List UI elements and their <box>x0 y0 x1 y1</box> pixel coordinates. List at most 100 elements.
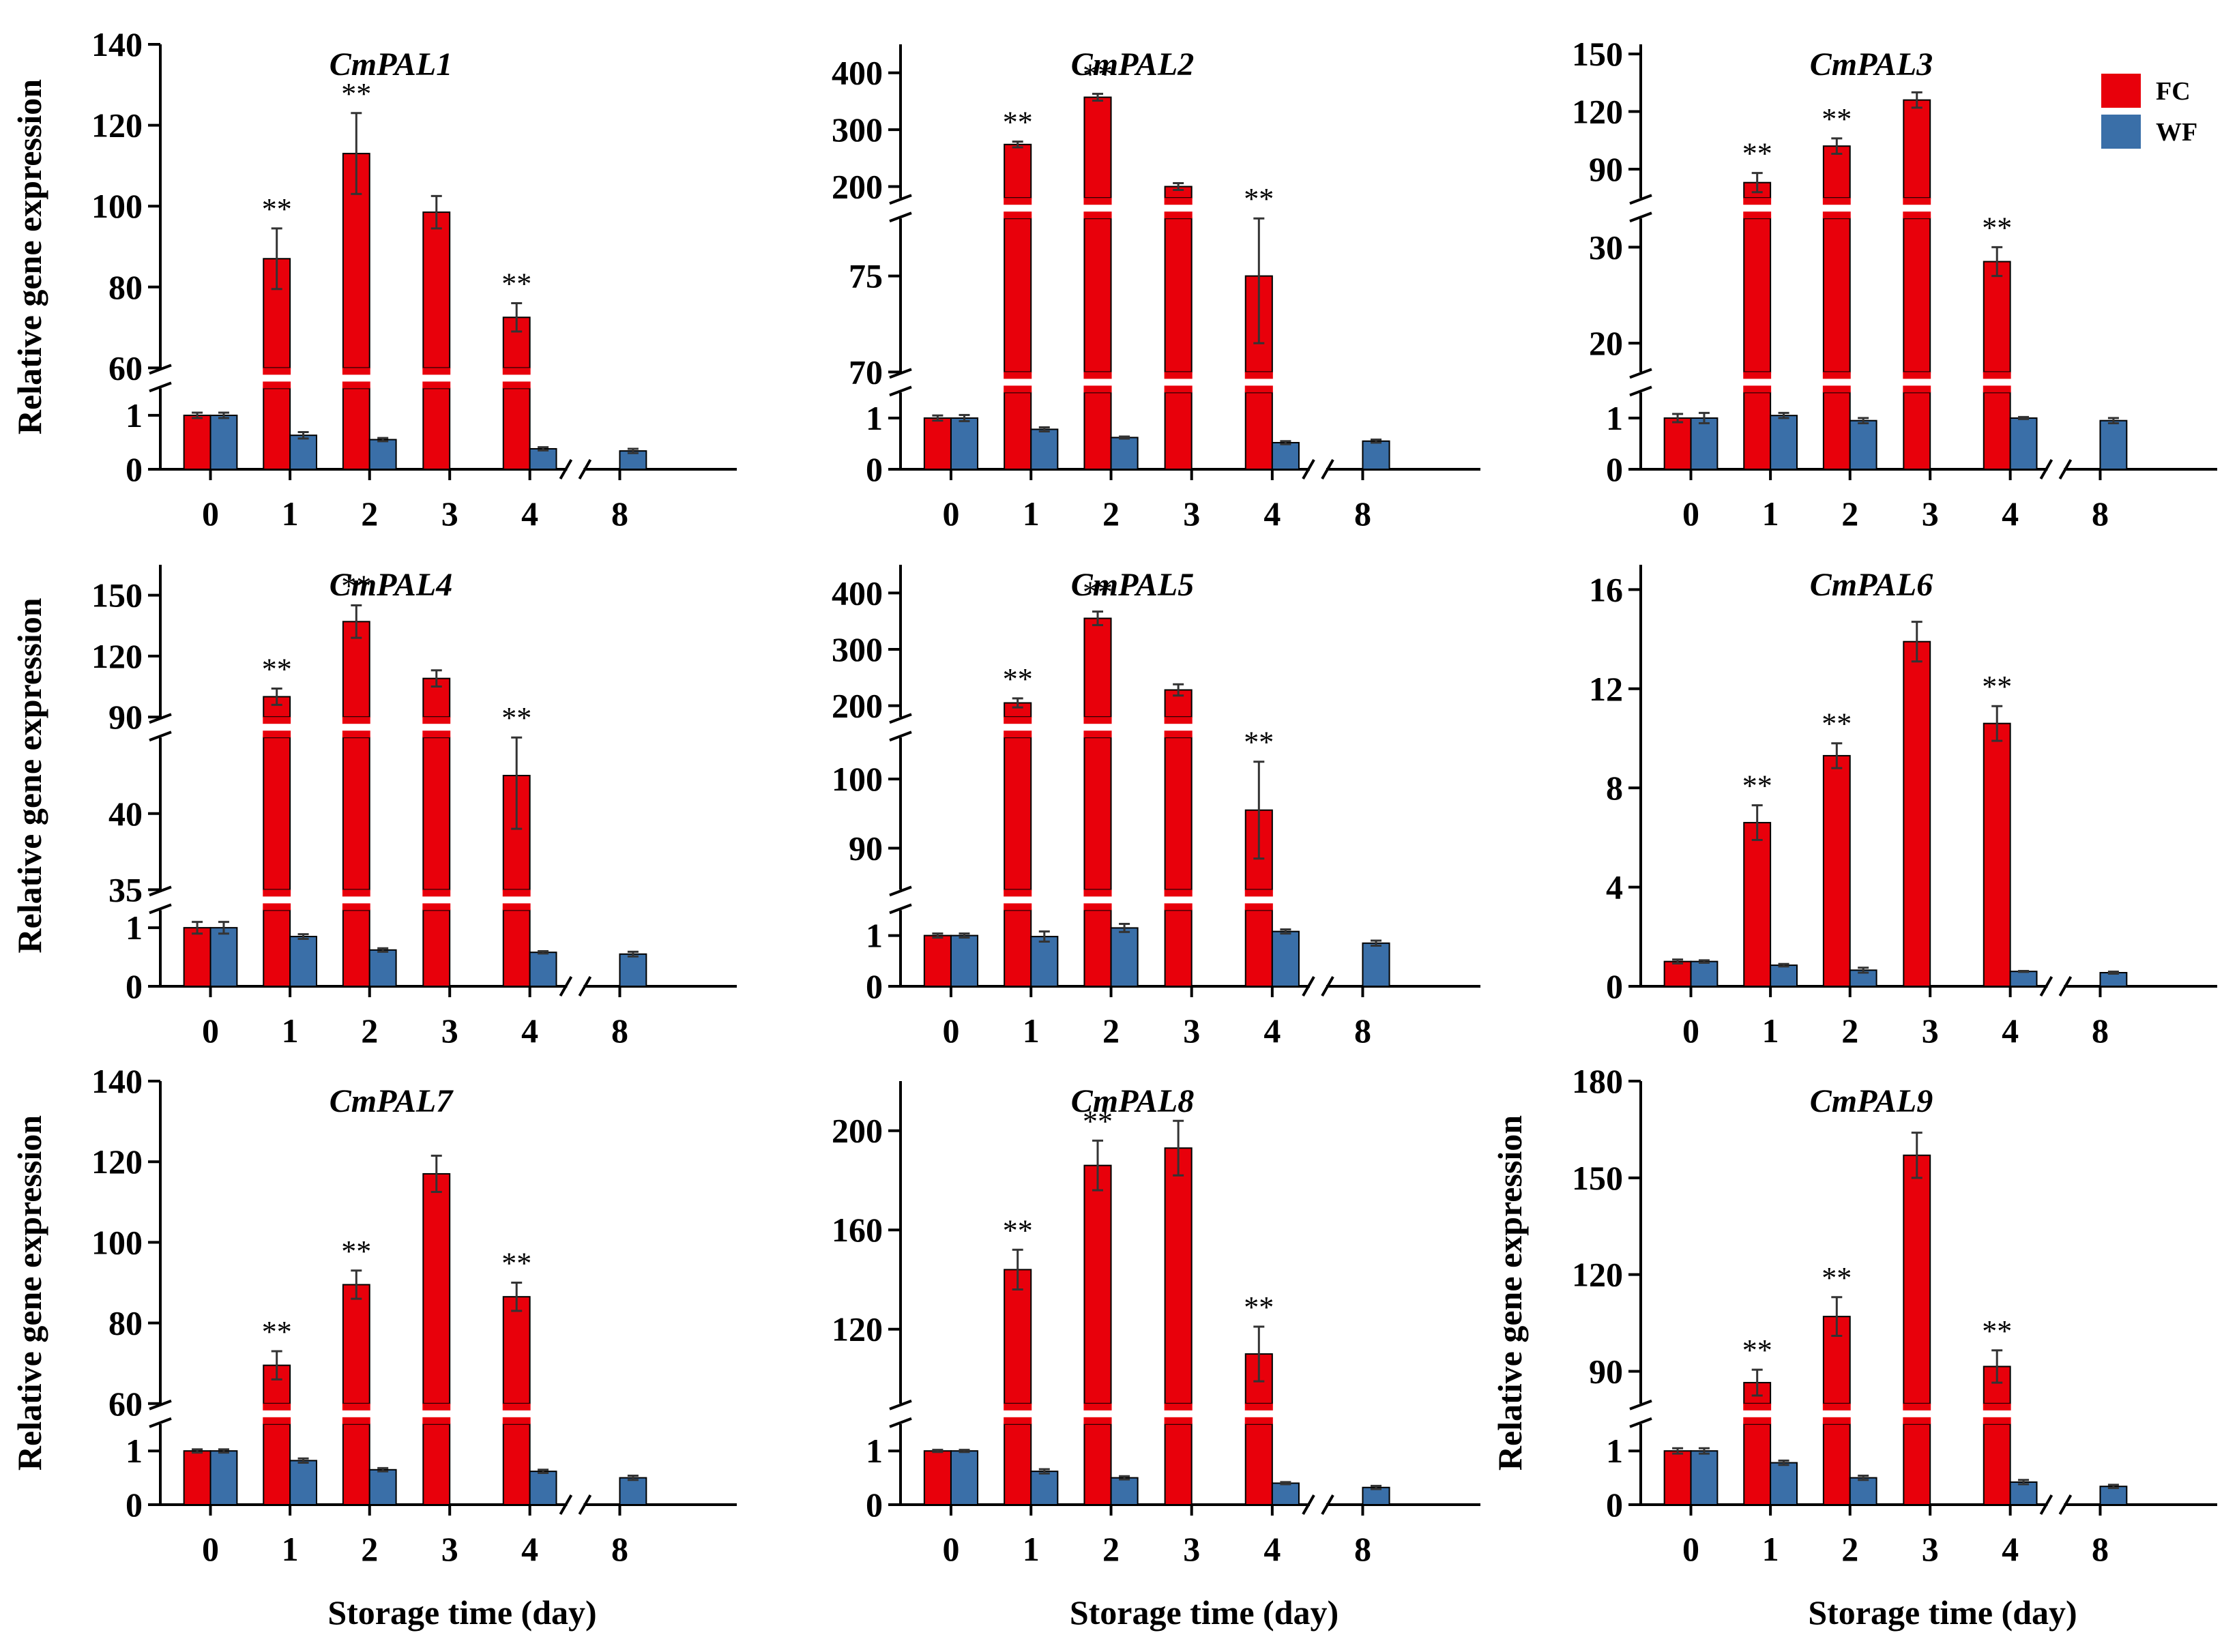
x-tick-label: 2 <box>1841 1012 1858 1050</box>
y-tick-label: 120 <box>91 1142 143 1181</box>
bar-break-band <box>1244 896 1274 904</box>
bar-fc <box>342 1284 370 1404</box>
bar-fc <box>1903 392 1931 471</box>
bar-fc <box>1743 822 1772 987</box>
bar-wf <box>1110 437 1139 471</box>
bar-fc <box>1083 392 1112 471</box>
x-tick-label: 4 <box>521 495 538 533</box>
bar-break-band <box>1163 205 1193 212</box>
significance-marker: ** <box>1244 726 1274 759</box>
x-axis-break-mark <box>1302 1494 1315 1515</box>
y-tick-label: 0 <box>126 1486 143 1524</box>
y-tick-label: 1 <box>866 1432 883 1470</box>
bar-break-band <box>422 896 452 904</box>
y-tick-label: 1 <box>126 1432 143 1470</box>
x-axis-break-mark <box>578 459 592 480</box>
y-tick-label: 160 <box>832 1211 883 1249</box>
bar-wf <box>950 417 979 471</box>
bar-fc <box>1903 99 1931 199</box>
chart-title: CmPAL7 <box>330 1083 454 1119</box>
chart-panel-9: 0 1 90 120 150 180 0 1 ** 2 ** 3 4 ** 8 CmPAL9 Relative … <box>1491 1062 2217 1632</box>
bar-fc <box>1903 1423 1931 1506</box>
x-axis-break-mark <box>1302 976 1315 997</box>
bar-wf <box>368 1469 397 1506</box>
x-tick-label: 0 <box>942 1012 959 1050</box>
significance-marker: ** <box>1822 1261 1852 1295</box>
y-tick-label: 0 <box>1606 1486 1623 1524</box>
bar-wf <box>1770 964 1798 987</box>
legend-swatch-wf <box>2101 115 2141 149</box>
significance-marker: ** <box>501 267 531 301</box>
y-axis-break-mark <box>149 731 172 742</box>
significance-marker: ** <box>1003 106 1033 139</box>
significance-marker: ** <box>1982 670 2012 703</box>
bar-fc <box>183 414 211 471</box>
y-tick-label: 120 <box>1572 93 1623 131</box>
y-axis-break-mark <box>889 885 912 897</box>
bar-wf <box>619 1477 647 1506</box>
x-axis-break-mark <box>578 976 592 997</box>
y-tick-label: 0 <box>866 450 883 488</box>
y-tick-label: 4 <box>1606 868 1623 906</box>
bar-wf <box>1030 428 1059 470</box>
bar-break-band <box>1083 379 1113 386</box>
x-axis-break-mark <box>2039 1494 2053 1515</box>
bar-wf <box>1362 440 1390 470</box>
y-tick-label: 100 <box>832 760 883 798</box>
x-tick-label: 0 <box>1682 1012 1699 1050</box>
x-tick-label: 0 <box>1682 495 1699 533</box>
y-tick-label: 90 <box>1589 1353 1623 1391</box>
bar-fc <box>502 1423 531 1506</box>
significance-marker: ** <box>1083 58 1113 91</box>
bar-break-band <box>422 1410 452 1417</box>
chart-title: CmPAL5 <box>1071 567 1194 603</box>
bar-break-band <box>341 1410 371 1417</box>
x-tick-label: 1 <box>1023 1530 1040 1568</box>
x-tick-label: 0 <box>942 495 959 533</box>
bar-fc <box>263 387 291 471</box>
bar-wf <box>1271 441 1300 470</box>
x-tick-label: 3 <box>1922 495 1939 533</box>
bar-wf <box>2009 971 2038 987</box>
bar-wf <box>1362 942 1390 988</box>
bar-break-band <box>422 724 452 731</box>
x-axis-break-mark <box>2039 459 2053 480</box>
bar-fc <box>1903 640 1931 987</box>
x-axis-label: Storage time (day) <box>1070 1593 1339 1632</box>
bar-break-band <box>1982 1410 2012 1417</box>
bar-wf <box>1770 415 1798 470</box>
bar-wf <box>1271 930 1300 987</box>
y-axis-break-mark <box>149 903 172 915</box>
x-tick-label: 8 <box>2092 495 2109 533</box>
bar-break-band <box>262 896 292 904</box>
chart-title: CmPAL2 <box>1071 46 1194 83</box>
y-axis-break-mark <box>149 1417 172 1428</box>
bar-break-band <box>1902 379 1932 386</box>
y-axis-break-mark <box>889 211 912 223</box>
significance-marker: ** <box>1822 707 1852 741</box>
y-axis-break-mark <box>889 731 912 742</box>
y-tick-label: 0 <box>126 967 143 1005</box>
chart-title: CmPAL3 <box>1810 46 1933 83</box>
y-tick-label: 80 <box>108 268 143 306</box>
x-tick-label: 4 <box>2002 495 2019 533</box>
x-tick-label: 2 <box>1841 1530 1858 1568</box>
y-axis-break-mark <box>1629 368 1652 379</box>
x-tick-label: 2 <box>361 1530 378 1568</box>
bar-wf <box>1690 960 1719 988</box>
bar-wf <box>1362 1486 1390 1505</box>
bar-break-band <box>1083 896 1113 904</box>
legend: FC WF <box>2101 74 2197 149</box>
significance-marker: ** <box>501 701 531 735</box>
bar-fc <box>1663 960 1692 988</box>
x-tick-label: 2 <box>1102 1530 1120 1568</box>
chart-panel-8: 0 1 120 160 200 0 1 ** 2 ** 3 4 ** 8 CmPAL8 Storage tim… <box>832 1081 1480 1632</box>
y-axis-break-mark <box>149 381 172 393</box>
bar-wf <box>209 1450 238 1505</box>
significance-marker: ** <box>262 1315 292 1348</box>
y-axis-label: Relative gene expression <box>10 1115 48 1471</box>
bar-fc <box>1983 722 2011 987</box>
bar-fc <box>923 934 952 987</box>
bar-fc <box>183 927 211 987</box>
